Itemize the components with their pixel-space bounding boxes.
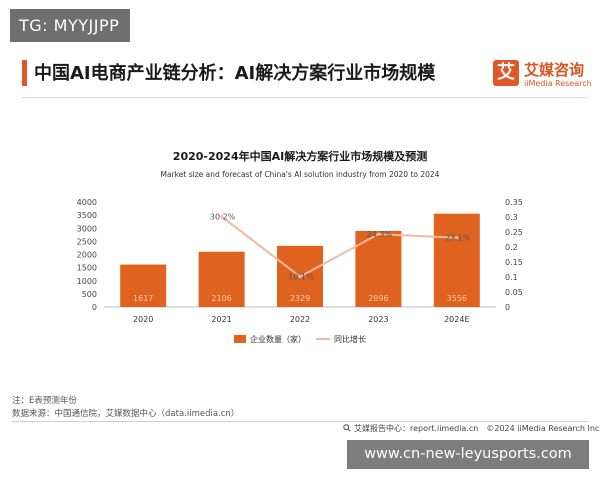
bar xyxy=(120,264,167,307)
growth-value-label: 24.3% xyxy=(367,230,393,239)
bar-value-label: 2106 xyxy=(211,294,231,303)
y-left-tick-label: 1000 xyxy=(77,277,97,286)
y-right-tick-label: 0.3 xyxy=(505,213,518,222)
growth-point xyxy=(376,232,380,236)
y-right-tick-label: 0 xyxy=(505,303,510,312)
legend-bar-label: 企业数量（家） xyxy=(250,334,306,344)
y-left-tick-label: 2500 xyxy=(77,237,97,246)
bar xyxy=(433,213,480,307)
y-left-tick-label: 500 xyxy=(82,290,97,299)
growth-line xyxy=(220,215,457,278)
y-right-tick-label: 0.05 xyxy=(505,288,523,297)
header-divider xyxy=(22,97,588,98)
page-title: 中国AI电商产业链分析：AI解决方案行业市场规模 xyxy=(34,63,436,84)
y-left-tick-label: 3500 xyxy=(77,211,97,220)
y-left-tick-label: 1500 xyxy=(77,264,97,273)
x-tick-label: 2024E xyxy=(444,315,469,324)
bar-value-label: 3556 xyxy=(447,294,467,303)
growth-point xyxy=(455,236,459,240)
chart-title: 2020-2024年中国AI解决方案行业市场规模及预测 xyxy=(173,149,427,163)
y-left-tick-label: 2000 xyxy=(77,251,97,260)
growth-point xyxy=(220,214,224,218)
bar xyxy=(355,230,402,307)
growth-value-label: 23.1% xyxy=(445,234,471,243)
growth-point xyxy=(298,275,302,279)
bar-value-label: 1617 xyxy=(133,294,153,303)
x-tick-label: 2020 xyxy=(133,315,153,324)
y-right-tick-label: 0.15 xyxy=(505,258,523,267)
title-accent-bar xyxy=(22,60,27,86)
growth-value-label: 10.1% xyxy=(288,273,314,282)
brand-logo-icon: 艾 xyxy=(493,60,519,86)
bar-value-label: 2896 xyxy=(368,294,388,303)
brand-name: 艾媒咨询 xyxy=(524,61,585,79)
tg-badge: TG: MYYJJPP xyxy=(10,9,131,42)
x-tick-label: 2021 xyxy=(211,315,231,324)
y-right-tick-label: 0.1 xyxy=(505,273,518,282)
x-tick-label: 2022 xyxy=(290,315,310,324)
footer-report-center: 艾媒报告中心：report.iimedia.cn ©2024 iiMedia R… xyxy=(354,424,600,433)
bar xyxy=(198,251,245,307)
chart-subtitle: Market size and forecast of China's AI s… xyxy=(161,170,440,179)
y-right-tick-label: 0.2 xyxy=(505,243,518,252)
bar-value-label: 2329 xyxy=(290,294,310,303)
y-right-tick-label: 0.25 xyxy=(505,228,523,237)
y-left-tick-label: 4000 xyxy=(77,198,97,207)
x-tick-label: 2023 xyxy=(368,315,388,324)
y-right-tick-label: 0.35 xyxy=(505,198,523,207)
footer-data-source: 数据来源：中国通信院，艾媒数据中心（data.iimedia.cn） xyxy=(12,409,240,419)
search-icon xyxy=(343,424,351,432)
growth-value-label: 30.2% xyxy=(210,212,236,221)
y-left-tick-label: 3000 xyxy=(77,224,97,233)
brand-subtitle: iiMedia Research xyxy=(524,79,592,88)
y-left-tick-label: 0 xyxy=(92,303,97,312)
footer-note: 注：E表预测年份 xyxy=(12,396,77,406)
footer-divider xyxy=(12,421,588,422)
legend-line-label: 同比增长 xyxy=(334,334,366,344)
legend-bar-swatch xyxy=(234,335,246,343)
watermark: www.cn-new-leyusports.com xyxy=(347,440,589,469)
chart: 2020-2024年中国AI解决方案行业市场规模及预测 Market size … xyxy=(77,149,523,344)
